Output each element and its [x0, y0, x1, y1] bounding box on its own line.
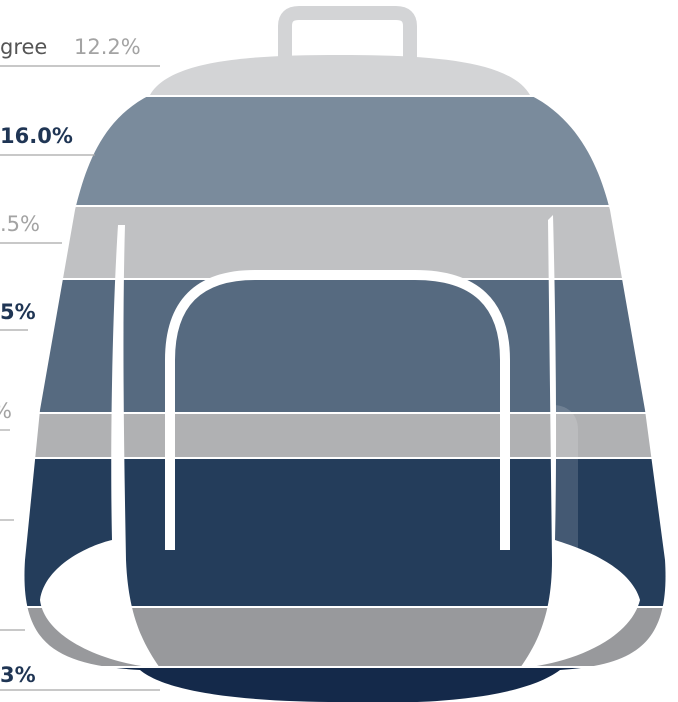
band: [24, 280, 666, 412]
row-value: 5%: [0, 300, 36, 324]
front-pocket: [165, 270, 510, 550]
row-value: 3%: [0, 663, 36, 687]
band: [24, 207, 666, 278]
row-value: %: [0, 399, 12, 423]
side-pocket: [553, 405, 578, 579]
band: [24, 668, 666, 702]
band: [24, 97, 666, 205]
row-label: gree: [0, 35, 47, 59]
row-value: .5%: [0, 212, 40, 236]
row-value: 12.2%: [74, 35, 141, 59]
band: [24, 414, 666, 457]
right-strap: [520, 215, 640, 668]
handle: [278, 6, 417, 64]
left-strap: [40, 225, 160, 668]
row-value: 16.0%: [0, 124, 73, 148]
